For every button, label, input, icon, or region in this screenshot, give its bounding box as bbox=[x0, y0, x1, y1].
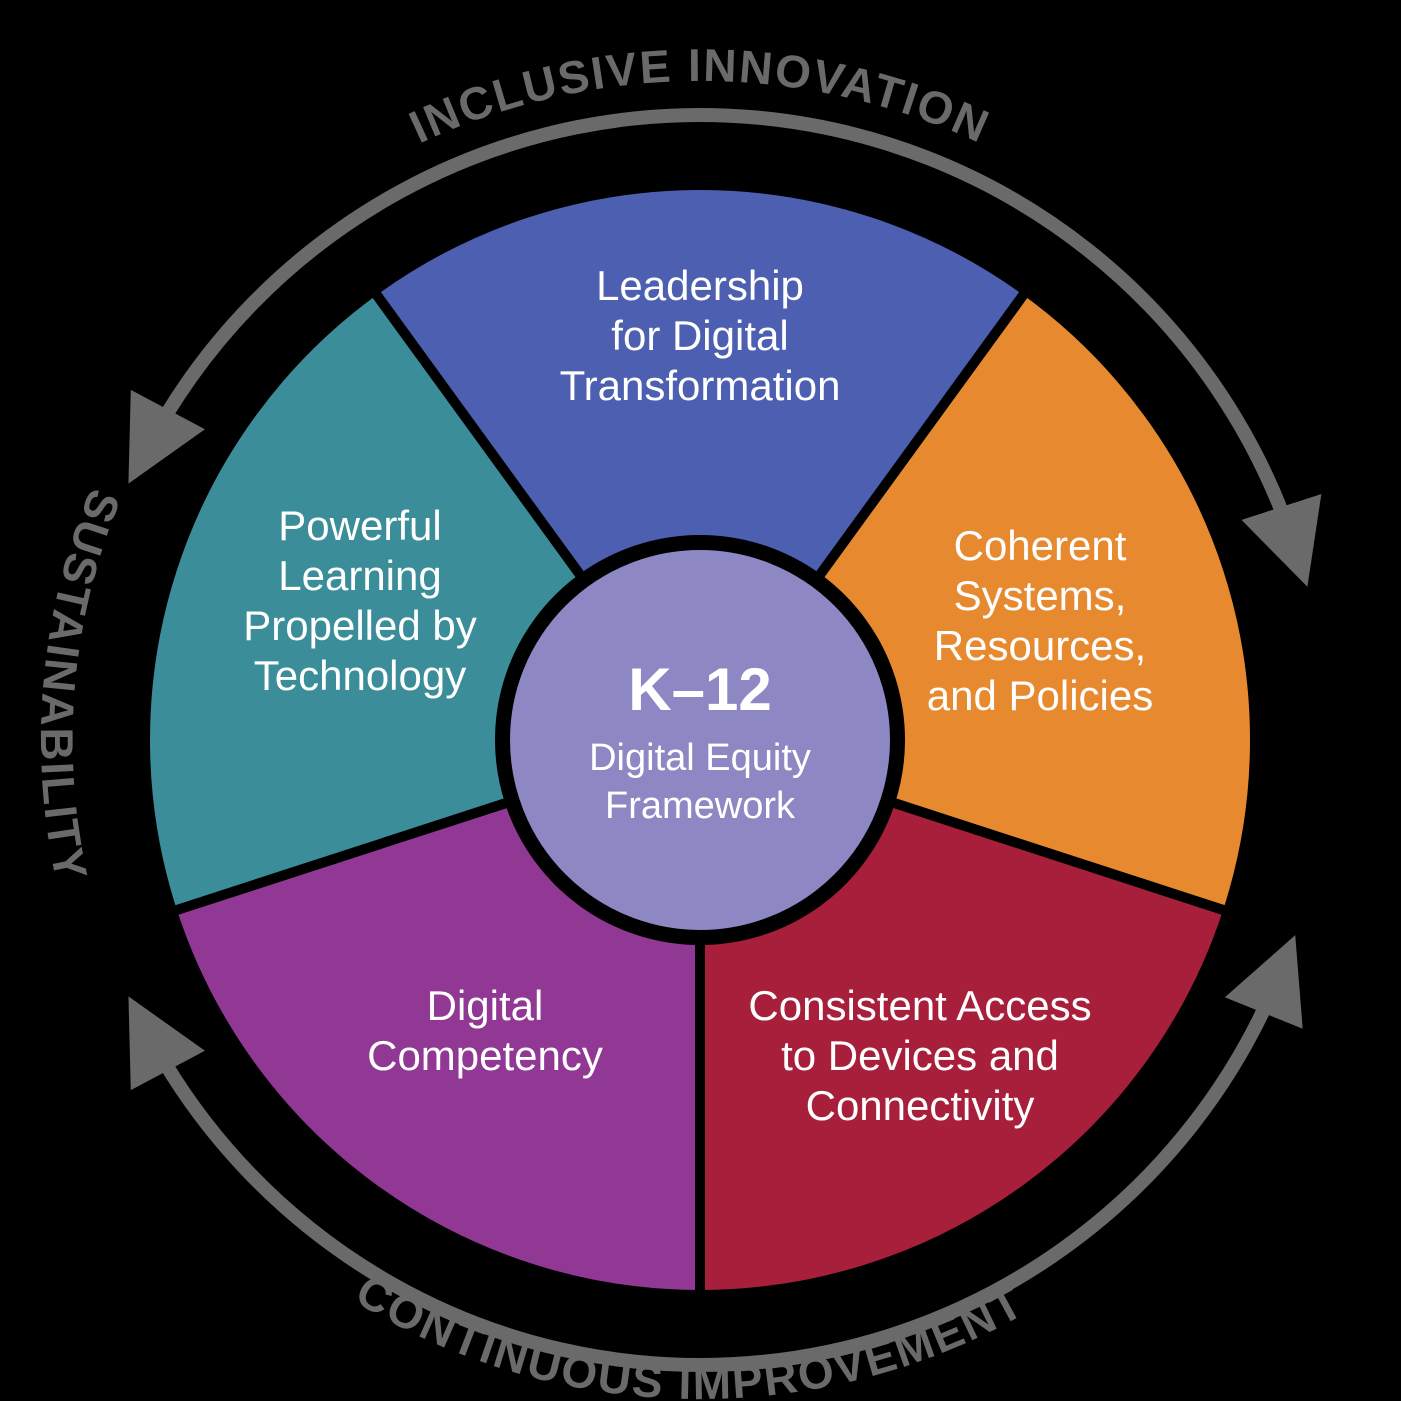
outer-label-inclusive-innovation: INCLUSIVE INNOVATION bbox=[402, 39, 998, 153]
outer-label-sustainability: SUSTAINABILITY bbox=[31, 483, 131, 886]
center-circle: K–12Digital EquityFramework bbox=[505, 545, 895, 935]
framework-wheel: Leadershipfor DigitalTransformationCoher… bbox=[0, 0, 1401, 1401]
